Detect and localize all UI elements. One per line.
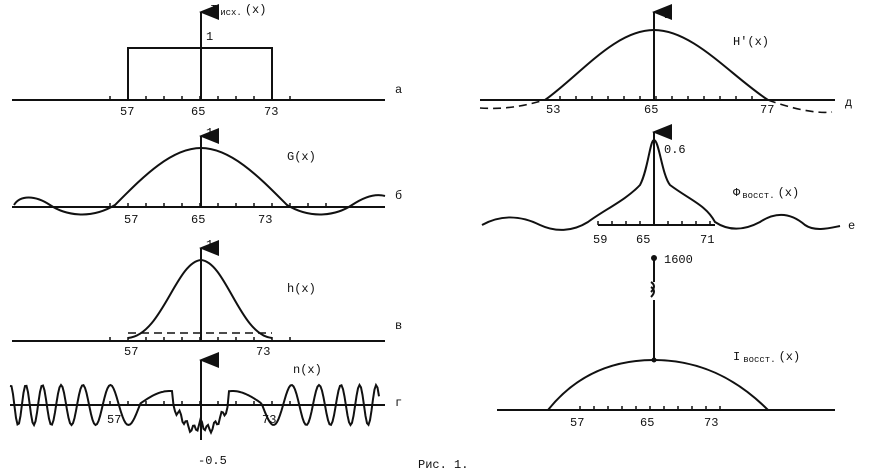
tick-label: 73	[262, 413, 276, 427]
tick-label: 57	[107, 413, 121, 427]
peak-label: 1	[664, 8, 671, 22]
function-label: H'(x)	[733, 35, 769, 49]
tick-label: 53	[546, 103, 560, 117]
function-label: G(x)	[287, 150, 316, 164]
panel-letter: е	[848, 219, 855, 233]
peak-label: 0.6	[664, 143, 686, 157]
panel-letter: б	[395, 189, 402, 203]
function-label: n(x)	[293, 363, 322, 377]
tick-label: 73	[256, 345, 270, 359]
peak-label: 1	[206, 238, 213, 252]
tick-label: 65	[640, 416, 654, 430]
caption: Рис. 1.	[418, 458, 468, 472]
panel-letter: а	[395, 83, 402, 97]
tick-label: 73	[258, 213, 272, 227]
panel-letter: в	[395, 319, 402, 333]
tick-label: 71	[700, 233, 714, 247]
function-label: h(x)	[287, 282, 316, 296]
tick-label: 77	[760, 103, 774, 117]
panel-letter: г	[395, 396, 402, 410]
tick-label: 65	[191, 213, 205, 227]
tick-label: 73	[264, 105, 278, 119]
tick-label: 59	[593, 233, 607, 247]
tick-label: 65	[191, 105, 205, 119]
plot-lines	[9, 4, 841, 440]
peak-label: 1600	[664, 253, 693, 267]
minimum-label: -0.5	[198, 454, 227, 468]
tick-label: 65	[644, 103, 658, 117]
tick-label: 57	[124, 213, 138, 227]
tick-label: 57	[570, 416, 584, 430]
peak-label: 1	[206, 126, 213, 140]
tick-label: 65	[636, 233, 650, 247]
tick-label: 73	[704, 416, 718, 430]
tick-label: 57	[120, 105, 134, 119]
panel-letter: д	[845, 96, 852, 110]
tick-label: 57	[124, 345, 138, 359]
peak-label: 1	[206, 30, 213, 44]
